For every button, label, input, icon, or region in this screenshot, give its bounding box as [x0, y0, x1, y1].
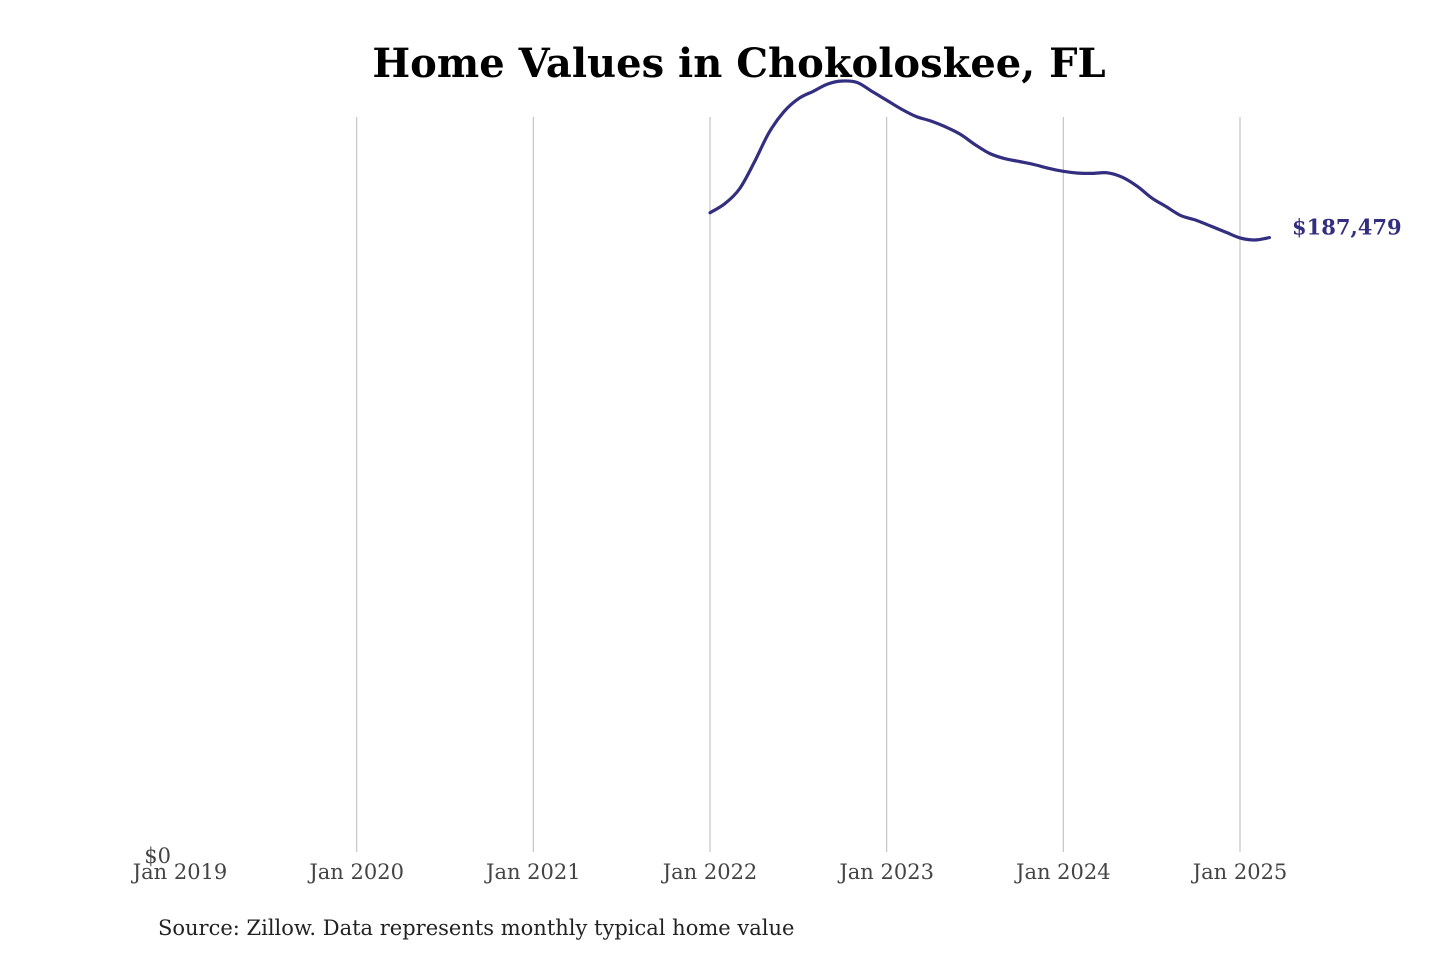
- x-tick-label: Jan 2023: [837, 860, 934, 884]
- x-tick-label: Jan 2020: [307, 860, 404, 884]
- x-axis-tick-labels: Jan 2019 Jan 2020 Jan 2021 Jan 2022 Jan 2023…: [131, 860, 1288, 884]
- series-layer: [708, 79, 1271, 242]
- end-value-label: $187,479: [1292, 215, 1402, 240]
- vertical-gridlines: [356, 117, 1241, 852]
- y-axis-tick-labels: $0: [144, 844, 171, 868]
- x-tick-label: Jan 2019: [131, 860, 228, 884]
- x-tick-label: Jan 2021: [484, 860, 581, 884]
- chart-title: Home Values in Chokoloskee, FL: [372, 40, 1106, 87]
- end-value-label-layer: $187,479: [1292, 215, 1402, 240]
- x-tick-label: Jan 2025: [1191, 860, 1288, 884]
- y-tick-label: $0: [144, 844, 171, 868]
- source-note: Source: Zillow. Data represents monthly …: [158, 916, 795, 940]
- home-value-line: [708, 79, 1271, 242]
- x-tick-label: Jan 2022: [661, 860, 758, 884]
- x-tick-label: Jan 2024: [1014, 860, 1111, 884]
